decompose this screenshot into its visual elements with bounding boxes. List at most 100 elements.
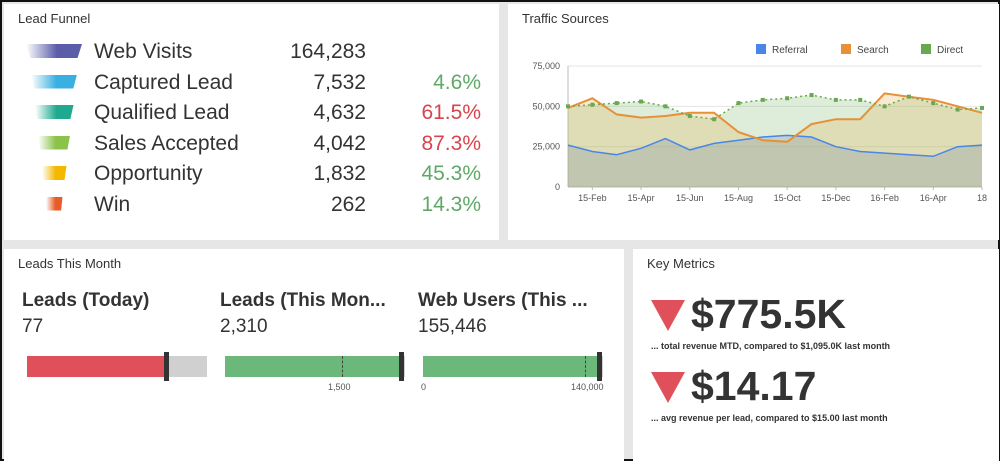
bullet-bar-target — [597, 352, 603, 381]
funnel-row: Opportunity 1,832 45.3% — [4, 162, 499, 192]
metric-block: $14.17 ... avg revenue per lead, compared… — [651, 363, 991, 429]
x-tick-label: 16-Apr — [920, 193, 947, 203]
kpi-value: 155,446 — [418, 316, 487, 337]
area-referral — [568, 135, 982, 187]
x-tick-label: 15-Apr — [628, 193, 655, 203]
funnel-label: Win — [94, 192, 131, 216]
funnel-conversion-pct: 61.5% — [421, 101, 481, 124]
funnel-shape-icon — [38, 135, 70, 150]
funnel-label: Opportunity — [94, 162, 203, 185]
legend-swatch — [756, 44, 766, 54]
area-search — [568, 93, 982, 187]
bullet-bar-tick-label: 140,000 — [571, 382, 604, 392]
funnel-row: Win 262 14.3% — [4, 193, 499, 223]
legend-swatch — [921, 44, 931, 54]
point-direct — [980, 105, 984, 110]
point-direct — [760, 97, 765, 102]
bullet-bar-tick-label: 1,500 — [328, 382, 351, 392]
point-direct — [687, 114, 692, 119]
line-direct — [567, 94, 983, 120]
bullet-bar-marker — [342, 356, 343, 377]
bullet-bar-fill — [27, 356, 168, 377]
traffic-chart: Referral Search Direct 0 25,000 50,000 75,000 1… — [532, 44, 987, 203]
funnel-shape-icon — [34, 105, 74, 119]
panel-title: Lead Funnel — [18, 11, 91, 26]
lead-funnel-panel: Lead Funnel Web Visits 164,283 Captured Le… — [4, 4, 499, 240]
point-direct — [785, 96, 790, 101]
kpi-block[interactable]: Leads (This Mon... 2,310 — [220, 290, 410, 338]
bullet-bar-fill — [225, 356, 403, 377]
funnel-shape-icon — [31, 74, 77, 89]
point-direct — [955, 107, 960, 112]
funnel-conversion-pct: 4.6% — [433, 70, 481, 94]
panel-title: Key Metrics — [647, 256, 715, 271]
kpi-block[interactable]: Web Users (This ... 155,446 — [418, 290, 608, 338]
funnel-value: 164,283 — [290, 40, 366, 63]
bullet-bar-fill — [423, 356, 601, 377]
funnel-label: Web Visits — [94, 40, 193, 63]
point-direct — [882, 104, 887, 109]
legend-label: Search — [857, 45, 889, 56]
funnel-label: Qualified Lead — [94, 101, 230, 124]
legend-item[interactable]: Search — [841, 44, 889, 56]
kpi-title: Web Users (This ... — [418, 290, 588, 311]
panel-title: Traffic Sources — [522, 11, 609, 26]
kpi-value: 2,310 — [220, 316, 268, 337]
y-tick-label: 50,000 — [532, 101, 560, 111]
point-direct — [614, 101, 619, 106]
funnel-conversion-pct: 14.3% — [421, 192, 481, 216]
key-metrics-panel: Key Metrics $775.5K ... total revenue MTD… — [633, 249, 999, 461]
y-tick-label: 75,000 — [532, 61, 560, 71]
funnel-shape-icon — [41, 166, 67, 180]
bullet-bar-track — [225, 352, 405, 381]
legend-swatch — [841, 44, 851, 54]
x-tick-label: 16-Feb — [870, 193, 899, 203]
line-referral — [567, 134, 983, 158]
point-direct — [906, 94, 911, 99]
funnel-shape-icon — [26, 44, 82, 58]
point-direct — [809, 93, 814, 98]
legend-item[interactable]: Referral — [756, 44, 808, 56]
x-tick-label: 15-Feb — [578, 193, 607, 203]
point-direct — [931, 101, 936, 106]
funnel-value: 4,632 — [313, 101, 366, 124]
legend-label: Referral — [772, 45, 808, 56]
funnel-conversion-pct: 87.3% — [421, 131, 481, 155]
y-tick-label: 0 — [555, 182, 560, 192]
x-tick-label: 15-Oct — [774, 193, 802, 203]
funnel-value: 1,832 — [313, 162, 366, 185]
bullet-bar-target — [164, 352, 170, 381]
bullet-bar-track — [423, 352, 603, 381]
funnel-value: 7,532 — [313, 70, 366, 94]
point-direct — [663, 104, 668, 109]
legend-item[interactable]: Direct — [921, 44, 963, 56]
leads-this-month-panel: Leads This Month Leads (Today) 77 Leads (T… — [4, 249, 624, 461]
bullet-bar-tick-label: 0 — [421, 382, 427, 392]
bullet-bar-target — [399, 352, 405, 381]
metric-caption: ... total revenue MTD, compared to $1,09… — [651, 341, 891, 351]
point-direct — [712, 117, 717, 122]
funnel-row: Captured Lead 7,532 4.6% — [4, 71, 499, 101]
funnel-shape-icon — [45, 196, 63, 211]
point-direct — [590, 102, 595, 107]
metric-caption: ... avg revenue per lead, compared to $1… — [651, 413, 888, 423]
funnel-label: Captured Lead — [94, 70, 233, 94]
metric-value: $775.5K — [691, 291, 847, 337]
x-tick-label: 15-Dec — [821, 193, 851, 203]
point-direct — [566, 104, 570, 109]
kpi-value: 77 — [22, 316, 44, 337]
point-direct — [736, 101, 741, 106]
legend-label: Direct — [937, 45, 963, 56]
point-direct — [858, 97, 863, 102]
point-direct — [833, 97, 838, 102]
traffic-sources-panel: Traffic Sources Referral Search Direct 0 25,… — [508, 4, 999, 240]
x-tick-label: 18 — [977, 193, 987, 203]
kpi-block[interactable]: Leads (Today) 77 — [22, 290, 212, 338]
bullet-bar-marker — [585, 356, 586, 377]
funnel-row: Web Visits 164,283 — [4, 40, 499, 70]
down-triangle-icon — [651, 372, 685, 403]
kpi-title: Leads (This Mon... — [220, 290, 386, 311]
down-triangle-icon — [651, 300, 685, 331]
metric-block: $775.5K ... total revenue MTD, compared t… — [651, 291, 991, 357]
